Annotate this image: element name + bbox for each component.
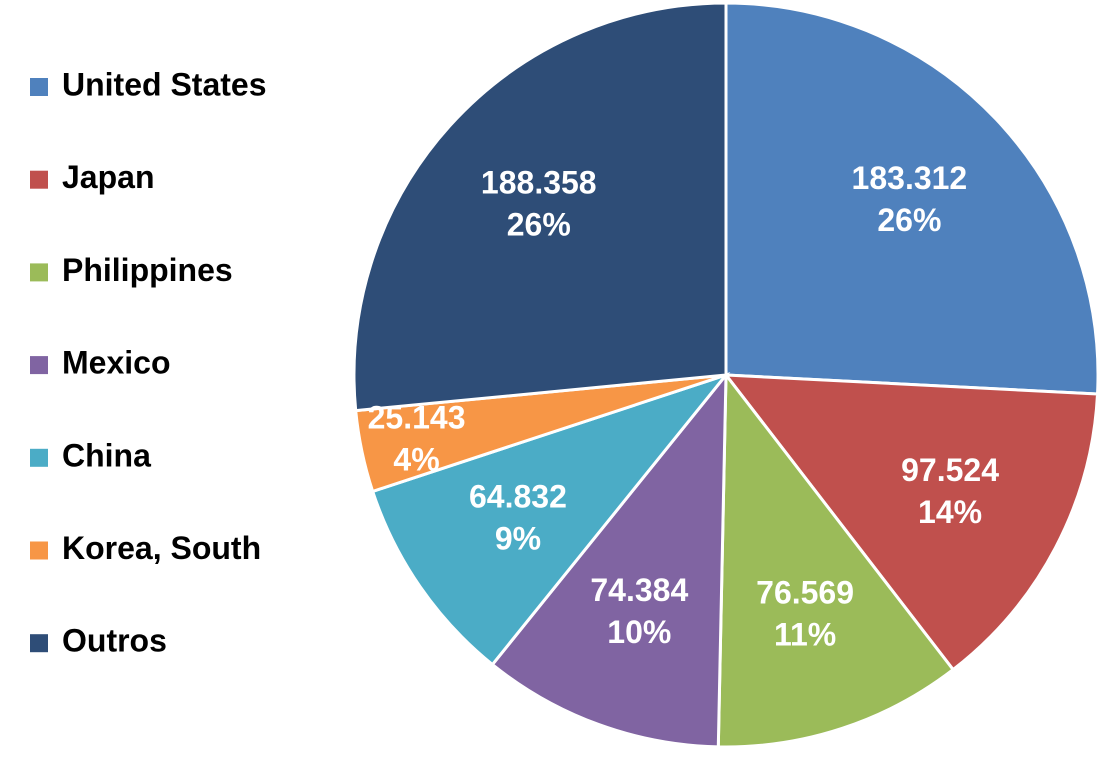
legend-label: Outros: [62, 623, 167, 659]
legend-swatch: [30, 634, 48, 653]
legend-label: China: [62, 437, 151, 473]
legend-label: United States: [62, 66, 266, 102]
pie-slice: [724, 1, 1100, 396]
legend-label: Japan: [62, 159, 154, 195]
value-label: 97.524: [901, 452, 999, 488]
legend-label: Mexico: [62, 345, 170, 381]
percent-label: 11%: [774, 617, 836, 653]
legend-swatch: [30, 78, 48, 96]
percent-label: 4%: [393, 441, 439, 477]
legend-swatch: [30, 356, 48, 375]
value-label: 76.569: [756, 575, 854, 611]
legend-swatch: [30, 263, 48, 282]
pie-slice: [352, 1, 728, 413]
legend-label: Philippines: [62, 252, 233, 288]
value-label: 74.384: [590, 572, 688, 608]
legend-swatch: [30, 541, 48, 560]
percent-label: 26%: [507, 206, 571, 242]
percent-label: 9%: [495, 520, 541, 556]
value-label: 183.312: [852, 160, 968, 196]
pie-slice: [490, 370, 728, 749]
value-label: 64.832: [469, 478, 567, 514]
value-label: 25.143: [368, 399, 466, 435]
pie-slice: [722, 373, 1100, 672]
legend-swatch: [30, 170, 48, 189]
pie-slice: [370, 371, 731, 667]
legend-label: Korea, South: [62, 530, 261, 566]
percent-label: 10%: [607, 614, 671, 650]
percent-label: 26%: [877, 202, 941, 238]
pie-slice: [716, 370, 956, 749]
value-label: 188.358: [481, 164, 597, 200]
legend-swatch: [30, 448, 48, 467]
percent-label: 14%: [918, 494, 982, 530]
